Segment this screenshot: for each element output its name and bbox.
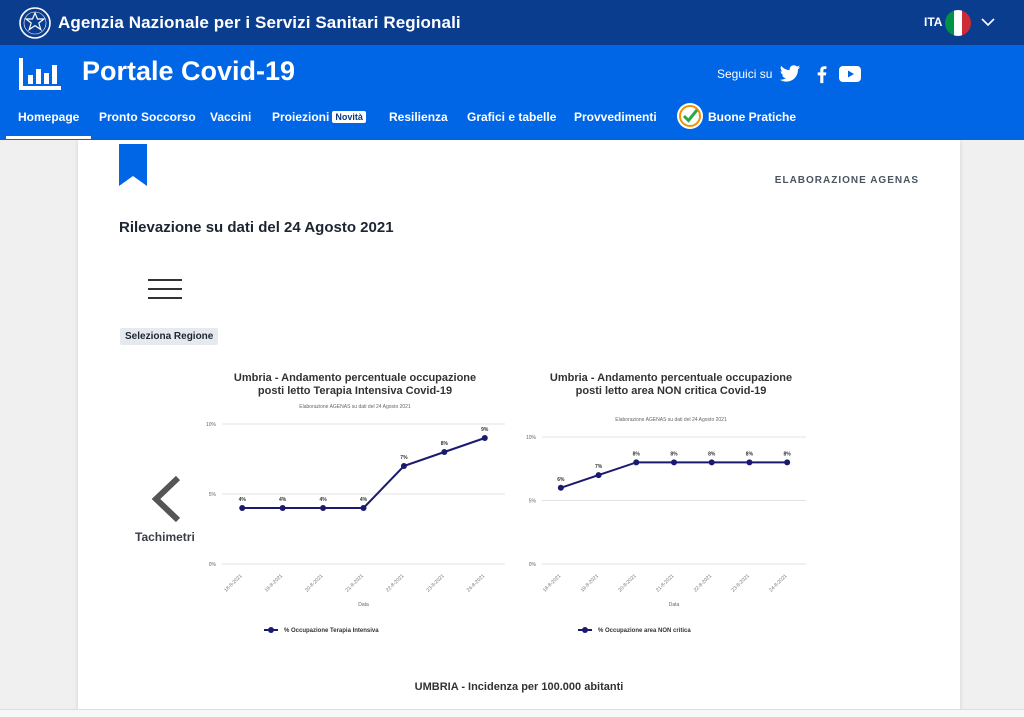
- x-tick-label: 18-8-2021: [223, 573, 244, 594]
- y-tick-label: 0%: [529, 562, 537, 568]
- data-point: [481, 435, 488, 441]
- y-tick-label: 10%: [206, 422, 217, 428]
- y-tick-label: 0%: [209, 562, 217, 568]
- x-tick-label: 21-8-2021: [655, 573, 676, 594]
- nav-resilienza[interactable]: Resilienza: [389, 110, 448, 124]
- nav-provvedimenti[interactable]: Provvedimenti: [574, 110, 657, 124]
- data-point: [671, 459, 677, 466]
- data-point: [441, 449, 448, 455]
- menu-icon[interactable]: [148, 279, 182, 301]
- chart-title: Umbria - Andamento percentuale occupazio…: [233, 372, 477, 397]
- x-axis-label: Data: [669, 602, 680, 608]
- x-tick-label: 19-8-2021: [580, 573, 601, 594]
- x-tick-label: 20-8-2021: [304, 573, 325, 594]
- survey-date-heading: Rilevazione su dati del 24 Agosto 2021: [119, 219, 394, 236]
- x-tick-label: 24-8-2021: [466, 573, 487, 594]
- legend-label: % Occupazione Terapia Intensiva: [284, 628, 379, 634]
- data-point: [595, 472, 602, 479]
- data-point: [746, 459, 753, 466]
- chart-area-non-critica: Umbria - Andamento percentuale occupazio…: [516, 372, 826, 642]
- x-tick-label: 22-8-2021: [693, 573, 714, 594]
- data-label: 8%: [670, 451, 678, 457]
- buone-pratiche-check-icon[interactable]: [676, 102, 704, 130]
- y-tick-label: 5%: [529, 499, 537, 505]
- x-tick-label: 23-8-2021: [425, 573, 446, 594]
- data-label: 4%: [319, 497, 327, 503]
- data-label: 7%: [400, 455, 408, 461]
- tachimetri-link[interactable]: Tachimetri: [135, 530, 195, 544]
- agency-name[interactable]: Agenzia Nazionale per i Servizi Sanitari…: [58, 13, 461, 32]
- chart-subtitle: Elaborazione AGENAS su dati del 24 Agost…: [299, 404, 411, 410]
- y-tick-label: 5%: [209, 492, 217, 498]
- nav-buone-pratiche[interactable]: Buone Pratiche: [708, 110, 797, 124]
- nav-proiezioni[interactable]: Proiezioni Novità: [272, 110, 366, 124]
- data-label: 8%: [441, 441, 449, 447]
- portal-title[interactable]: Portale Covid-19: [82, 56, 296, 86]
- nav-vaccini[interactable]: Vaccini: [210, 110, 252, 124]
- x-tick-label: 22-8-2021: [385, 573, 406, 594]
- chevron-left-icon[interactable]: [148, 474, 184, 524]
- portal-header: Portale Covid-19 Seguici su Homepage Pro…: [0, 45, 1024, 140]
- data-point: [239, 505, 246, 511]
- x-tick-label: 20-8-2021: [617, 573, 638, 594]
- data-point: [360, 505, 367, 511]
- x-tick-label: 19-8-2021: [264, 573, 285, 594]
- chart-terapia-intensiva: Umbria - Andamento percentuale occupazio…: [200, 372, 510, 642]
- data-point: [320, 505, 327, 511]
- chart-plot: 0% 5% 10% 18-8-2021 19-8-2021 20-8-2021 21-8-2…: [526, 435, 806, 634]
- main-navigation: Homepage Pronto Soccorso Vaccini Proiezi…: [0, 102, 1024, 140]
- content-card: ELABORAZIONE AGENAS Rilevazione su dati …: [78, 140, 960, 710]
- data-label: 9%: [481, 427, 489, 433]
- data-point: [557, 484, 564, 491]
- x-tick-label: 24-8-2021: [768, 573, 789, 594]
- x-axis-label: Data: [358, 602, 369, 608]
- nav-grafici-tabelle[interactable]: Grafici e tabelle: [467, 110, 557, 124]
- chart-plot: 0% 5% 10% 18-8-2021 19-8-2021 20-8-2021 21-8-2…: [206, 422, 505, 634]
- legend-marker: [582, 627, 588, 633]
- data-label: 8%: [633, 451, 641, 457]
- follow-us-label: Seguici su: [717, 67, 773, 81]
- nav-pronto-soccorso[interactable]: Pronto Soccorso: [99, 110, 196, 124]
- data-label: 6%: [557, 477, 565, 483]
- chart-title: Umbria - Andamento percentuale occupazio…: [549, 372, 793, 397]
- italian-flag-icon[interactable]: [945, 10, 971, 36]
- data-label: 4%: [279, 497, 287, 503]
- elaboration-label: ELABORAZIONE AGENAS: [774, 175, 919, 186]
- facebook-icon[interactable]: [811, 64, 833, 84]
- select-region-button[interactable]: Seleziona Regione: [120, 328, 219, 345]
- data-point: [279, 505, 286, 511]
- twitter-icon[interactable]: [779, 64, 801, 84]
- data-label: 7%: [595, 464, 603, 470]
- legend-label: % Occupazione area NON critica: [598, 628, 691, 634]
- data-point: [633, 459, 640, 466]
- x-tick-label: 21-8-2021: [345, 573, 366, 594]
- incidence-title: UMBRIA - Incidenza per 100.000 abitanti: [414, 681, 624, 693]
- youtube-icon[interactable]: [838, 64, 862, 84]
- language-selector[interactable]: ITA: [924, 15, 943, 29]
- chevron-down-icon[interactable]: [980, 14, 996, 30]
- x-tick-label: 23-8-2021: [730, 573, 751, 594]
- horizontal-scrollbar[interactable]: [0, 709, 1024, 717]
- chart-subtitle: Elaborazione AGENAS su dati del 24 Agost…: [615, 417, 727, 423]
- bookmark-icon: [119, 144, 147, 186]
- data-point: [708, 459, 715, 466]
- data-point: [400, 463, 407, 469]
- novita-badge: Novità: [332, 111, 366, 123]
- nav-proiezioni-label: Proiezioni: [272, 110, 330, 124]
- nav-homepage[interactable]: Homepage: [5, 110, 92, 139]
- bar-chart-logo-icon[interactable]: [18, 57, 62, 91]
- data-label: 4%: [360, 497, 368, 503]
- data-label: 8%: [784, 451, 792, 457]
- y-tick-label: 10%: [526, 435, 537, 441]
- data-label: 8%: [746, 451, 754, 457]
- agency-bar: Agenzia Nazionale per i Servizi Sanitari…: [0, 0, 1024, 45]
- legend-marker: [268, 627, 274, 633]
- republic-emblem-icon[interactable]: [19, 6, 51, 40]
- data-label: 8%: [708, 451, 716, 457]
- data-point: [784, 459, 791, 466]
- data-label: 4%: [239, 497, 247, 503]
- x-tick-label: 18-8-2021: [542, 573, 563, 594]
